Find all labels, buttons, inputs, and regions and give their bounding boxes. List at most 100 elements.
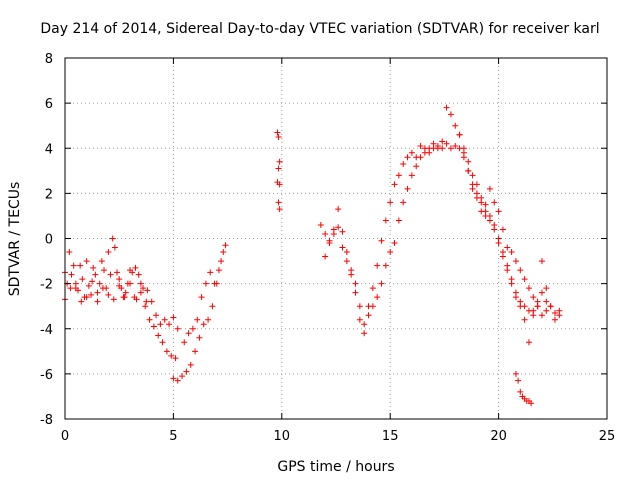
data-point <box>109 235 116 242</box>
data-point <box>400 161 407 168</box>
y-tick-label: 0 <box>45 233 53 248</box>
data-point <box>400 199 407 206</box>
data-point <box>395 172 402 179</box>
data-point <box>92 271 99 278</box>
data-point <box>335 224 342 231</box>
data-point <box>67 285 74 292</box>
data-point <box>343 258 350 265</box>
data-point <box>89 278 96 285</box>
data-point <box>356 316 363 323</box>
data-point <box>163 348 170 355</box>
y-tick-label: 6 <box>45 97 53 112</box>
data-point <box>452 122 459 129</box>
data-point <box>378 280 385 287</box>
data-point <box>322 253 329 260</box>
data-point <box>155 332 162 339</box>
data-point <box>430 145 437 152</box>
data-point <box>504 244 511 251</box>
data-point <box>161 316 168 323</box>
data-point <box>317 221 324 228</box>
data-point <box>404 185 411 192</box>
data-point <box>153 312 160 319</box>
data-point <box>275 133 282 140</box>
data-point <box>105 249 112 256</box>
data-point <box>491 199 498 206</box>
data-point <box>495 240 502 247</box>
data-point <box>417 154 424 161</box>
x-tick-label: 25 <box>599 429 616 444</box>
axis-ticks: 0 5 10 15 20 25 -8 -6 -4 -2 0 2 4 6 8 <box>40 52 615 444</box>
data-point <box>185 330 192 337</box>
data-point <box>352 280 359 287</box>
data-point <box>159 339 166 346</box>
data-point <box>85 282 92 289</box>
data-point <box>174 377 181 384</box>
data-point <box>192 348 199 355</box>
data-point <box>387 249 394 256</box>
data-point <box>547 303 554 310</box>
series-seg-early-2 <box>64 244 179 362</box>
data-point <box>88 291 95 298</box>
data-point <box>395 217 402 224</box>
data-point <box>98 258 105 265</box>
data-point <box>538 312 545 319</box>
data-point <box>142 303 149 310</box>
data-point <box>361 330 368 337</box>
series-seg-late-1 <box>317 104 563 337</box>
data-point <box>194 316 201 323</box>
data-point <box>465 167 472 174</box>
data-point <box>530 307 537 314</box>
data-point <box>116 276 123 283</box>
data-point <box>183 368 190 375</box>
data-point <box>439 138 446 145</box>
data-point <box>68 271 75 278</box>
data-point <box>174 325 181 332</box>
data-point <box>215 267 222 274</box>
data-point <box>439 145 446 152</box>
data-point <box>538 258 545 265</box>
data-point <box>326 240 333 247</box>
data-point <box>66 249 73 256</box>
data-point <box>111 244 118 251</box>
data-point <box>132 264 139 271</box>
data-point <box>137 289 144 296</box>
data-point <box>434 142 441 149</box>
data-point <box>189 325 196 332</box>
data-point <box>369 303 376 310</box>
data-point <box>521 316 528 323</box>
data-point <box>499 226 506 233</box>
y-tick-label: -8 <box>40 413 53 428</box>
data-point <box>525 339 532 346</box>
series-seg-late-2 <box>322 140 550 346</box>
data-point <box>83 258 90 265</box>
data-point <box>538 289 545 296</box>
y-tick-label: -6 <box>40 368 53 383</box>
data-point <box>205 316 212 323</box>
data-point <box>276 158 283 165</box>
data-point <box>170 314 177 321</box>
data-point <box>198 294 205 301</box>
x-tick-label: 20 <box>490 429 507 444</box>
data-point <box>512 370 519 377</box>
data-point <box>143 298 150 305</box>
data-point <box>222 242 229 249</box>
data-point <box>196 334 203 341</box>
data-point <box>276 206 283 213</box>
data-point <box>72 280 79 287</box>
data-point <box>528 400 535 407</box>
data-point <box>339 228 346 235</box>
data-point <box>417 142 424 149</box>
data-point <box>525 285 532 292</box>
data-point <box>408 149 415 156</box>
series-seg-late-dip <box>512 370 535 407</box>
grid <box>65 58 607 419</box>
data-point <box>508 280 515 287</box>
data-point <box>443 104 450 111</box>
data-point <box>469 172 476 179</box>
data-point <box>491 226 498 233</box>
data-point <box>70 262 77 269</box>
data-point <box>499 253 506 260</box>
data-point <box>135 271 142 278</box>
data-point <box>421 149 428 156</box>
data-point <box>110 296 117 303</box>
